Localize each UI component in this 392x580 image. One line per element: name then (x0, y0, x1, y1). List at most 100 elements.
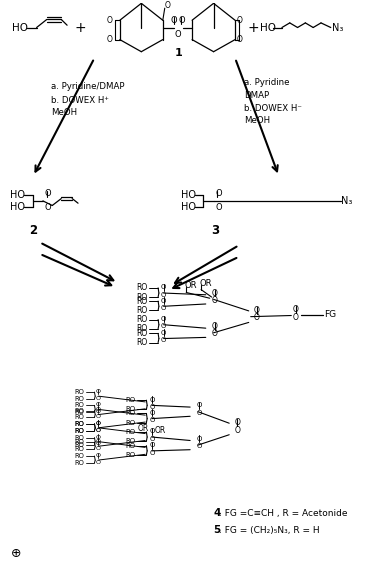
Text: a. Pyridine/DMAP: a. Pyridine/DMAP (51, 82, 125, 91)
Text: HO: HO (181, 190, 196, 200)
Text: RO: RO (75, 420, 85, 427)
Text: OR: OR (184, 281, 197, 290)
Text: O: O (212, 329, 218, 339)
Text: O: O (174, 30, 181, 39)
Text: RO: RO (125, 411, 136, 416)
Text: RO: RO (136, 338, 147, 347)
Text: HO: HO (11, 190, 25, 200)
Text: O: O (96, 439, 101, 444)
Text: HO: HO (13, 23, 28, 32)
Text: O: O (161, 324, 166, 329)
Text: O: O (196, 436, 202, 442)
Text: O: O (215, 204, 222, 212)
Text: O: O (44, 190, 51, 198)
Text: OR: OR (199, 279, 212, 288)
Text: O: O (96, 441, 101, 447)
Text: RO: RO (75, 409, 85, 415)
Text: O: O (212, 296, 218, 305)
Text: HO: HO (260, 23, 276, 32)
Text: RO: RO (75, 441, 85, 448)
Text: RO: RO (75, 427, 85, 434)
Text: RO: RO (136, 315, 147, 324)
Text: RO: RO (75, 427, 85, 434)
Text: O: O (149, 436, 154, 442)
Text: O: O (96, 453, 101, 458)
Text: O: O (237, 16, 243, 25)
Text: O: O (234, 418, 240, 427)
Text: N₃: N₃ (341, 196, 353, 206)
Text: O: O (149, 404, 154, 410)
Text: O: O (196, 403, 202, 408)
Text: a. Pyridine: a. Pyridine (244, 78, 289, 88)
Text: O: O (96, 427, 101, 433)
Text: b. DOWEX H⁺: b. DOWEX H⁺ (51, 96, 109, 104)
Text: RO: RO (75, 460, 85, 466)
Text: b. DOWEX H⁻: b. DOWEX H⁻ (244, 104, 301, 113)
Text: OR: OR (138, 425, 149, 433)
Text: +: + (74, 20, 86, 35)
Text: +: + (248, 20, 260, 35)
Text: MeOH: MeOH (244, 117, 270, 125)
Text: RO: RO (136, 324, 147, 334)
Text: RO: RO (75, 453, 85, 459)
Text: O: O (96, 409, 101, 414)
Text: 5: 5 (214, 525, 221, 535)
Text: O: O (149, 442, 154, 448)
Text: RO: RO (75, 439, 85, 445)
Text: MeOH: MeOH (51, 108, 78, 117)
Text: O: O (96, 408, 101, 412)
Text: RO: RO (75, 446, 85, 452)
Text: OR: OR (155, 426, 166, 435)
Text: O: O (254, 313, 260, 322)
Text: RO: RO (136, 329, 147, 338)
Text: RO: RO (125, 438, 136, 444)
Text: O: O (237, 35, 243, 44)
Text: . FG = (CH₂)₅N₃, R = H: . FG = (CH₂)₅N₃, R = H (220, 526, 320, 535)
Text: O: O (96, 420, 101, 426)
Text: FG: FG (324, 310, 336, 320)
Text: O: O (149, 428, 154, 434)
Text: O: O (161, 298, 166, 303)
Text: O: O (107, 35, 113, 44)
Text: 4: 4 (214, 508, 221, 518)
Text: O: O (161, 292, 166, 298)
Text: HO: HO (11, 202, 25, 212)
Text: O: O (161, 330, 166, 336)
Text: O: O (254, 306, 260, 315)
Text: O: O (96, 460, 101, 465)
Text: O: O (149, 410, 154, 416)
Text: N₃: N₃ (332, 23, 343, 32)
Text: RO: RO (136, 292, 147, 302)
Text: RO: RO (125, 407, 136, 412)
Text: RO: RO (75, 396, 85, 402)
Text: O: O (149, 397, 154, 403)
Text: O: O (107, 16, 113, 25)
Text: RO: RO (125, 397, 136, 403)
Text: O: O (170, 16, 177, 25)
Text: RO: RO (136, 296, 147, 306)
Text: O: O (178, 16, 185, 25)
Text: O: O (212, 288, 218, 298)
Text: RO: RO (125, 420, 136, 426)
Text: O: O (161, 284, 166, 290)
Text: O: O (293, 305, 299, 314)
Text: RO: RO (75, 420, 85, 427)
Text: 3: 3 (211, 224, 220, 237)
Text: O: O (149, 450, 154, 455)
Text: O: O (96, 414, 101, 419)
Text: ⊕: ⊕ (11, 547, 21, 560)
Text: RO: RO (136, 306, 147, 315)
Text: RO: RO (125, 429, 136, 435)
Text: O: O (161, 338, 166, 343)
Text: RO: RO (136, 284, 147, 292)
Text: RO: RO (125, 443, 136, 449)
Text: RO: RO (75, 389, 85, 395)
Text: RO: RO (125, 452, 136, 458)
Text: 1: 1 (174, 48, 182, 59)
Text: RO: RO (75, 415, 85, 420)
Text: O: O (96, 420, 101, 426)
Text: O: O (234, 426, 240, 434)
Text: O: O (96, 389, 101, 394)
Text: RO: RO (75, 434, 85, 441)
Text: 2: 2 (29, 224, 37, 237)
